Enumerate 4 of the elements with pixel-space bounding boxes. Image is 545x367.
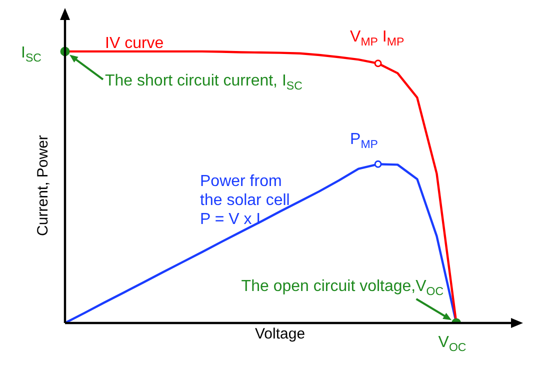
annotation: IV curve [105, 35, 164, 52]
y-axis-title: Current, Power [34, 135, 52, 236]
point [374, 160, 382, 168]
x-axis-title: Voltage [254, 326, 306, 343]
